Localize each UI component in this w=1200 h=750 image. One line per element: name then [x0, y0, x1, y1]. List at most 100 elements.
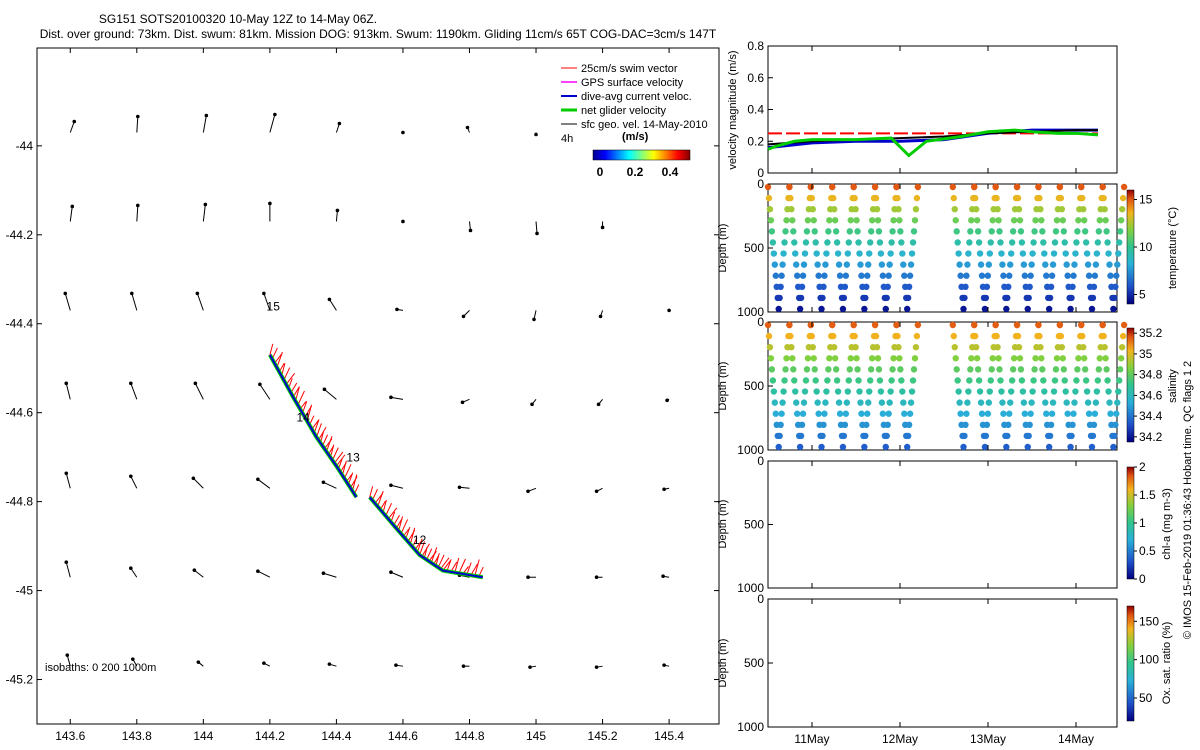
current-vector-head	[136, 114, 140, 119]
profile-sample	[1114, 399, 1121, 406]
temperature-y-tick-label: 1000	[737, 305, 764, 319]
profile-sample	[772, 410, 779, 417]
profile-sample	[1040, 239, 1047, 246]
profile-sample	[905, 421, 913, 429]
swim-vector	[377, 490, 384, 507]
profile-sample	[955, 250, 962, 257]
profile-sample	[868, 217, 876, 224]
swim-vector	[285, 372, 296, 385]
profile-sample	[846, 366, 853, 373]
profile-sample	[967, 228, 974, 235]
profile-sample	[1048, 410, 1056, 417]
current-vector-head	[64, 471, 69, 476]
profile-sample	[900, 399, 907, 406]
profile-sample	[1038, 355, 1045, 362]
profile-sample	[1017, 228, 1025, 235]
profile-sample	[856, 388, 863, 395]
current-vector-head	[129, 566, 133, 571]
profile-sample	[997, 377, 1004, 384]
profile-sample	[1030, 239, 1037, 246]
profile-sample	[887, 250, 894, 257]
profile-sample	[807, 183, 815, 191]
current-vector-head	[256, 569, 260, 574]
current-vector-head	[256, 477, 260, 482]
profile-sample	[1084, 261, 1092, 268]
salinity-y-tick-label: 500	[744, 379, 764, 393]
profile-sample	[789, 217, 796, 224]
profile-sample	[1062, 250, 1069, 257]
profile-sample	[1110, 443, 1117, 451]
swim-vector	[269, 343, 274, 355]
profile-sample	[992, 321, 999, 329]
profile-sample	[877, 388, 885, 395]
current-vector	[194, 383, 204, 400]
profile-sample	[832, 366, 840, 373]
profile-sample	[974, 228, 982, 235]
profile-sample	[885, 272, 892, 279]
chla-y-axis: 0 500 1000	[737, 454, 773, 595]
profile-sample	[782, 366, 789, 373]
profile-sample	[839, 443, 847, 451]
profile-sample	[1014, 194, 1022, 202]
profile-sample	[1058, 205, 1066, 213]
map-x-tick-label: 143.6	[55, 729, 85, 743]
profile-sample	[963, 410, 970, 417]
profile-sample	[862, 294, 869, 302]
profile-sample	[850, 321, 857, 329]
profile-sample	[851, 332, 858, 340]
profile-sample	[790, 366, 797, 373]
profile-sample	[954, 377, 961, 384]
chla-colorbar-ticks: 0 0.5 1 1.5 2	[1134, 460, 1156, 586]
profile-sample	[1018, 239, 1026, 246]
profile-sample	[895, 343, 902, 351]
current-vector	[64, 293, 71, 311]
profile-sample	[867, 228, 875, 235]
swim-vector	[474, 559, 480, 577]
profile-sample	[821, 410, 828, 417]
swim-vector	[306, 404, 313, 422]
profile-sample	[1059, 355, 1066, 362]
chla-frame	[767, 460, 1118, 589]
profile-sample	[818, 305, 825, 313]
profile-sample	[1090, 283, 1098, 291]
velocity-frame	[767, 45, 1118, 174]
profile-sample	[796, 305, 804, 313]
profile-sample	[830, 343, 838, 351]
profile-sample	[801, 250, 809, 257]
chla-colorbar	[1126, 466, 1135, 580]
profile-sample	[831, 217, 839, 224]
profile-sample	[1029, 250, 1036, 257]
profile-sample	[1088, 305, 1096, 313]
profile-sample	[988, 366, 995, 373]
profile-sample	[872, 194, 880, 202]
current-vector-head	[460, 400, 465, 405]
profile-sample	[852, 205, 859, 213]
profile-sample	[1113, 272, 1120, 279]
profile-sample	[1057, 194, 1065, 202]
profile-sample	[988, 228, 995, 235]
profile-sample	[854, 366, 861, 373]
profile-sample	[1039, 228, 1046, 235]
temperature-colorbar	[1126, 189, 1135, 305]
profile-sample	[1009, 366, 1017, 373]
profile-sample	[981, 305, 989, 313]
current-vector	[130, 383, 138, 400]
current-vector-head	[534, 132, 538, 137]
profile-sample	[834, 250, 842, 257]
profile-sample	[888, 377, 895, 384]
oxygen-ylabel: Depth (m)	[717, 639, 729, 688]
profile-sample	[978, 272, 986, 279]
profile-sample	[1017, 366, 1025, 373]
day-label: 12	[413, 533, 427, 547]
profile-sample	[830, 205, 838, 213]
profile-sample	[876, 239, 884, 246]
profile-sample	[1099, 183, 1106, 191]
profile-sample	[993, 194, 1000, 202]
profile-sample	[825, 228, 832, 235]
chla-y-tick-label: 1000	[737, 581, 764, 595]
profile-sample	[819, 294, 826, 302]
profile-sample	[1102, 217, 1109, 224]
map-y-tick-label: -45	[16, 584, 34, 598]
current-vector	[390, 396, 404, 400]
profile-sample	[1111, 432, 1118, 440]
